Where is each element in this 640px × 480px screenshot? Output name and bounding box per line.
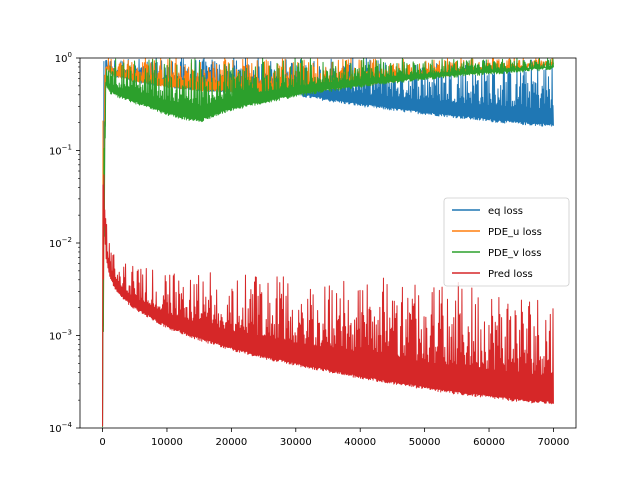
x-tick-label: 70000 — [538, 437, 570, 448]
y-tick-exponent: −1 — [62, 144, 72, 152]
x-tick-label: 60000 — [473, 437, 505, 448]
y-tick-label: 10−4 — [49, 421, 73, 435]
legend-label: PDE_u loss — [488, 227, 542, 238]
series-line-pde-v-loss — [102, 58, 554, 428]
series-layer — [102, 58, 554, 428]
x-tick-label: 40000 — [344, 437, 376, 448]
y-tick-label: 10−3 — [49, 329, 72, 343]
legend: eq loss PDE_u loss PDE_v loss Pred loss — [443, 197, 570, 287]
y-tick-exponent: −3 — [62, 329, 72, 337]
y-tick-exponent: 0 — [68, 51, 72, 59]
x-tick-label: 30000 — [280, 437, 312, 448]
y-tick-label: 10−1 — [49, 144, 72, 158]
x-tick-label: 0 — [99, 437, 105, 448]
y-tick-label: 100 — [55, 51, 72, 65]
y-tick-label: 10−2 — [49, 236, 72, 250]
series-line-pred-loss — [102, 174, 554, 427]
y-tick-exponent: −2 — [62, 236, 72, 244]
x-axis: 0 10000 20000 30000 40000 50000 60000 70000 — [99, 428, 569, 448]
legend-box — [443, 197, 570, 287]
y-tick-base: 10 — [49, 424, 62, 435]
legend-label: Pred loss — [488, 269, 533, 280]
y-tick-base: 10 — [55, 54, 68, 65]
legend-label: eq loss — [488, 206, 523, 217]
x-tick-label: 20000 — [215, 437, 247, 448]
x-tick-label: 10000 — [151, 437, 183, 448]
y-tick-base: 10 — [49, 239, 62, 250]
y-tick-exponent: −4 — [62, 421, 73, 429]
legend-label: PDE_v loss — [488, 248, 541, 259]
x-tick-label: 50000 — [409, 437, 441, 448]
y-tick-base: 10 — [49, 147, 62, 158]
y-tick-base: 10 — [49, 332, 62, 343]
